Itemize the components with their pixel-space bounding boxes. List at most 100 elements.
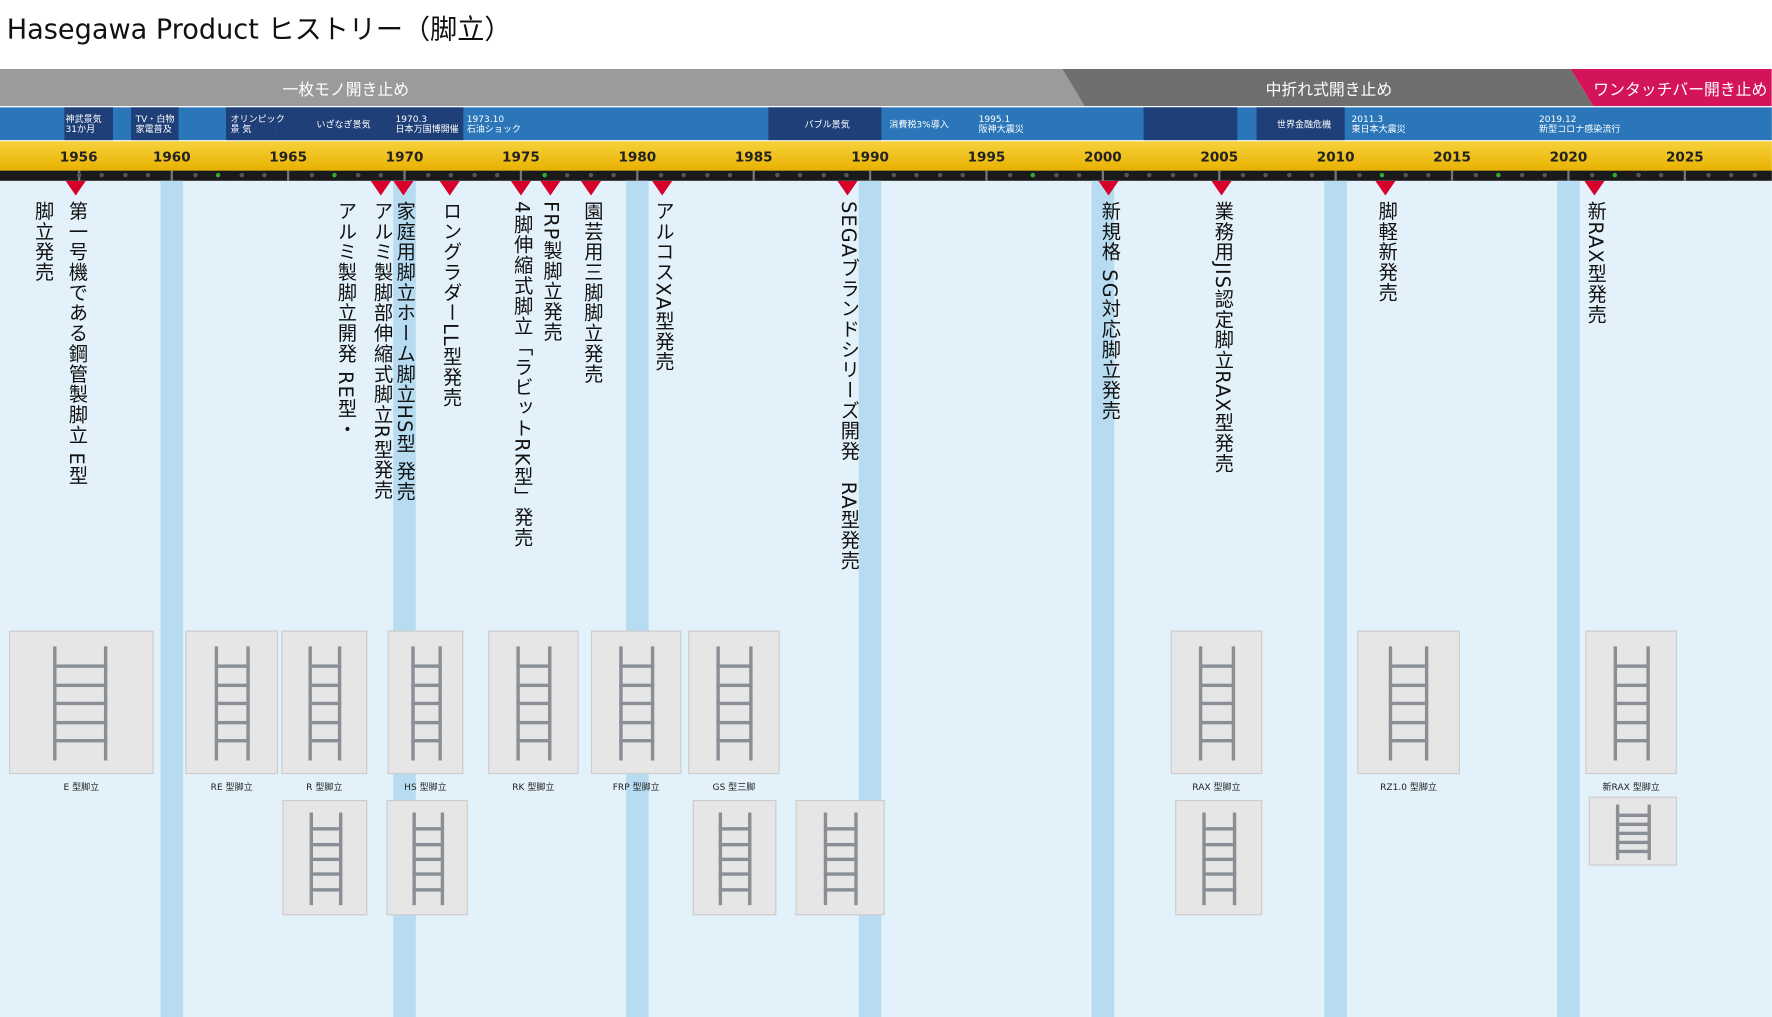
economy-block bbox=[64, 107, 113, 141]
year-dot bbox=[1007, 172, 1013, 178]
event-label: 園芸用三脚脚立発売 bbox=[579, 201, 603, 385]
economy-label: 東日本大震災 bbox=[1351, 124, 1406, 135]
year-label: 1995 bbox=[967, 149, 1006, 165]
year-dot bbox=[1379, 172, 1385, 178]
ladder-step bbox=[716, 664, 753, 669]
event-label: ロングラダーLL型発売 bbox=[438, 201, 462, 408]
year-dot bbox=[448, 172, 454, 178]
phase-band bbox=[1062, 68, 1594, 107]
ladder-step bbox=[53, 720, 108, 725]
product-photo bbox=[795, 800, 885, 916]
ladder-step bbox=[1199, 701, 1235, 706]
year-dot bbox=[355, 172, 361, 178]
product-caption: FRP 型脚立 bbox=[612, 781, 660, 793]
ladder-step bbox=[308, 739, 342, 743]
product-photo bbox=[692, 800, 777, 916]
year-dot bbox=[1356, 172, 1362, 178]
ladder-step bbox=[53, 683, 108, 687]
product-photo bbox=[1170, 630, 1263, 775]
year-dot bbox=[1729, 172, 1734, 178]
ladder-step bbox=[411, 827, 444, 832]
year-dot bbox=[122, 172, 128, 178]
product-photo bbox=[282, 800, 368, 916]
year-dot bbox=[239, 172, 244, 178]
phase-label: 一枚モノ開き止め bbox=[282, 81, 410, 100]
economy-block bbox=[226, 107, 276, 141]
year-dot bbox=[821, 172, 826, 178]
ladder-step bbox=[1616, 831, 1651, 835]
year-dot bbox=[1636, 172, 1641, 178]
year-dot bbox=[309, 172, 314, 178]
year-dot bbox=[1659, 172, 1664, 178]
economy-label: 家電普及 bbox=[135, 124, 172, 135]
year-label: 1960 bbox=[152, 149, 191, 165]
economy-label: TV・白物 bbox=[135, 114, 175, 125]
year-tick bbox=[1567, 170, 1570, 181]
ladder-step bbox=[1616, 840, 1651, 844]
year-dot bbox=[611, 172, 617, 178]
product-photo bbox=[1585, 630, 1677, 775]
product-photo bbox=[688, 630, 780, 775]
year-tick bbox=[985, 170, 988, 181]
ladder-step bbox=[823, 887, 859, 892]
year-dot bbox=[844, 172, 850, 178]
economy-label: 1973.10 bbox=[466, 114, 505, 125]
ladder-step bbox=[716, 739, 753, 743]
ladder-step bbox=[411, 739, 442, 743]
product-caption: RZ1.0 型脚立 bbox=[1380, 781, 1437, 793]
year-dot bbox=[1240, 172, 1245, 178]
ladder-step bbox=[619, 664, 655, 669]
ladder-step bbox=[1613, 739, 1650, 743]
ladder-step bbox=[53, 701, 108, 706]
ladder-step bbox=[308, 664, 342, 669]
ladder-step bbox=[214, 664, 251, 669]
ladder-step bbox=[718, 872, 752, 877]
ladder-step bbox=[1202, 842, 1237, 847]
year-tick bbox=[868, 170, 872, 181]
year-dot bbox=[588, 172, 594, 178]
product-caption: R 型脚立 bbox=[306, 781, 343, 793]
year-dot bbox=[1519, 172, 1525, 178]
ladder-step bbox=[309, 857, 343, 862]
economy-label: 石油ショック bbox=[466, 124, 521, 135]
event-label: SEGAブランドシリーズ開発 RA型発売 bbox=[836, 201, 859, 571]
ladder-step bbox=[411, 872, 444, 877]
ladder-step bbox=[718, 842, 752, 847]
ladder-step bbox=[1199, 683, 1235, 687]
event-label: 家庭用脚立ホーム脚立HS型 発売 bbox=[392, 201, 415, 502]
ladder-step bbox=[214, 683, 251, 687]
year-tick bbox=[1334, 170, 1337, 181]
year-strip bbox=[0, 170, 1772, 181]
year-tick bbox=[287, 170, 290, 181]
ladder-step bbox=[716, 701, 753, 706]
ladder-step bbox=[411, 842, 444, 847]
year-label: 1975 bbox=[502, 149, 540, 165]
decade-column bbox=[1557, 180, 1580, 1017]
year-tick bbox=[403, 170, 406, 181]
ladder-step bbox=[308, 701, 342, 706]
year-dot bbox=[1077, 172, 1082, 178]
ladder-step bbox=[309, 842, 343, 847]
economy-label: バブル景気 bbox=[804, 119, 850, 130]
ladder-step bbox=[1199, 739, 1235, 743]
year-dot bbox=[1752, 172, 1757, 178]
year-dot bbox=[332, 172, 337, 178]
product-photo bbox=[488, 630, 579, 775]
event-label: FRP製脚立発売 bbox=[539, 201, 562, 343]
ladder-step bbox=[214, 739, 251, 743]
ladder-step bbox=[411, 701, 442, 706]
ladder-step bbox=[1389, 701, 1429, 706]
phase-label: ワンタッチバー開き止め bbox=[1593, 81, 1768, 100]
year-label: 2010 bbox=[1316, 149, 1355, 165]
ladder-step bbox=[619, 683, 655, 687]
year-label: 2025 bbox=[1665, 149, 1704, 165]
ladder-step bbox=[308, 720, 342, 725]
year-dot bbox=[1123, 172, 1129, 178]
ladder-step bbox=[716, 720, 753, 725]
event-label: アルミ製脚立開発 RE型・ bbox=[333, 201, 356, 440]
ladder-step bbox=[214, 701, 251, 706]
economy-label: 1995.1 bbox=[978, 114, 1011, 125]
product-caption: 新RAX 型脚立 bbox=[1602, 781, 1660, 793]
product-photo bbox=[1588, 796, 1677, 866]
